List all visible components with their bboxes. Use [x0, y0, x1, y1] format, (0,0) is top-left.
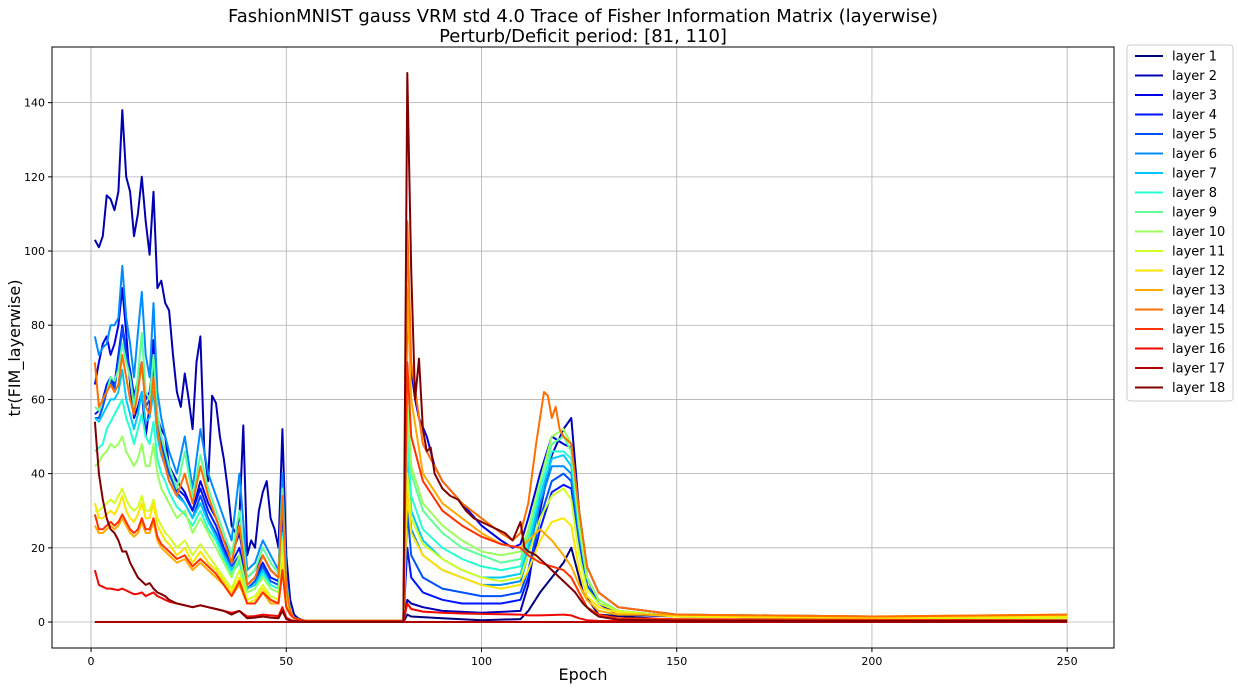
legend-label-layer-14: layer 14 — [1172, 303, 1225, 318]
x-tick-label: 200 — [861, 655, 882, 668]
legend-label-layer-11: layer 11 — [1172, 245, 1225, 260]
y-tick-label: 60 — [31, 393, 45, 406]
legend-label-layer-6: layer 6 — [1172, 147, 1217, 162]
legend-label-layer-3: layer 3 — [1172, 89, 1217, 104]
x-tick-label: 0 — [88, 655, 95, 668]
legend-label-layer-15: layer 15 — [1172, 323, 1225, 338]
legend-label-layer-18: layer 18 — [1172, 381, 1225, 396]
y-tick-label: 40 — [31, 468, 45, 481]
legend-label-layer-16: layer 16 — [1172, 342, 1225, 357]
x-tick-label: 150 — [666, 655, 687, 668]
legend: layer 1 layer 2 layer 3 layer 4 layer 5 layer… — [1127, 45, 1233, 401]
chart-subtitle: Perturb/Deficit period: [81, 110] — [439, 26, 727, 47]
legend-label-layer-8: layer 8 — [1172, 186, 1217, 201]
legend-label-layer-2: layer 2 — [1172, 69, 1217, 84]
y-tick-label: 80 — [31, 319, 45, 332]
legend-label-layer-9: layer 9 — [1172, 206, 1217, 221]
y-tick-label: 0 — [38, 616, 45, 629]
legend-label-layer-12: layer 12 — [1172, 264, 1225, 279]
legend-label-layer-4: layer 4 — [1172, 108, 1217, 123]
x-tick-label: 250 — [1057, 655, 1078, 668]
y-tick-label: 140 — [24, 97, 45, 110]
x-tick-label: 100 — [471, 655, 492, 668]
x-tick-label: 50 — [279, 655, 293, 668]
y-tick-label: 20 — [31, 542, 45, 555]
y-tick-label: 120 — [24, 171, 45, 184]
chart-title: FashionMNIST gauss VRM std 4.0 Trace of … — [228, 6, 938, 27]
series-lines — [95, 73, 1067, 622]
y-axis-label: tr(FIM_layerwise) — [5, 280, 25, 417]
legend-label-layer-10: layer 10 — [1172, 225, 1225, 240]
y-tick-label: 100 — [24, 245, 45, 258]
legend-label-layer-5: layer 5 — [1172, 128, 1217, 143]
legend-label-layer-7: layer 7 — [1172, 167, 1217, 182]
legend-label-layer-17: layer 17 — [1172, 362, 1225, 377]
x-axis-label: Epoch — [559, 665, 608, 684]
legend-label-layer-13: layer 13 — [1172, 284, 1225, 299]
axis-ticks: 0 50 100 150 200 250 0 20 40 60 80 100 120 140 — [24, 97, 1078, 668]
legend-label-layer-1: layer 1 — [1172, 50, 1217, 65]
